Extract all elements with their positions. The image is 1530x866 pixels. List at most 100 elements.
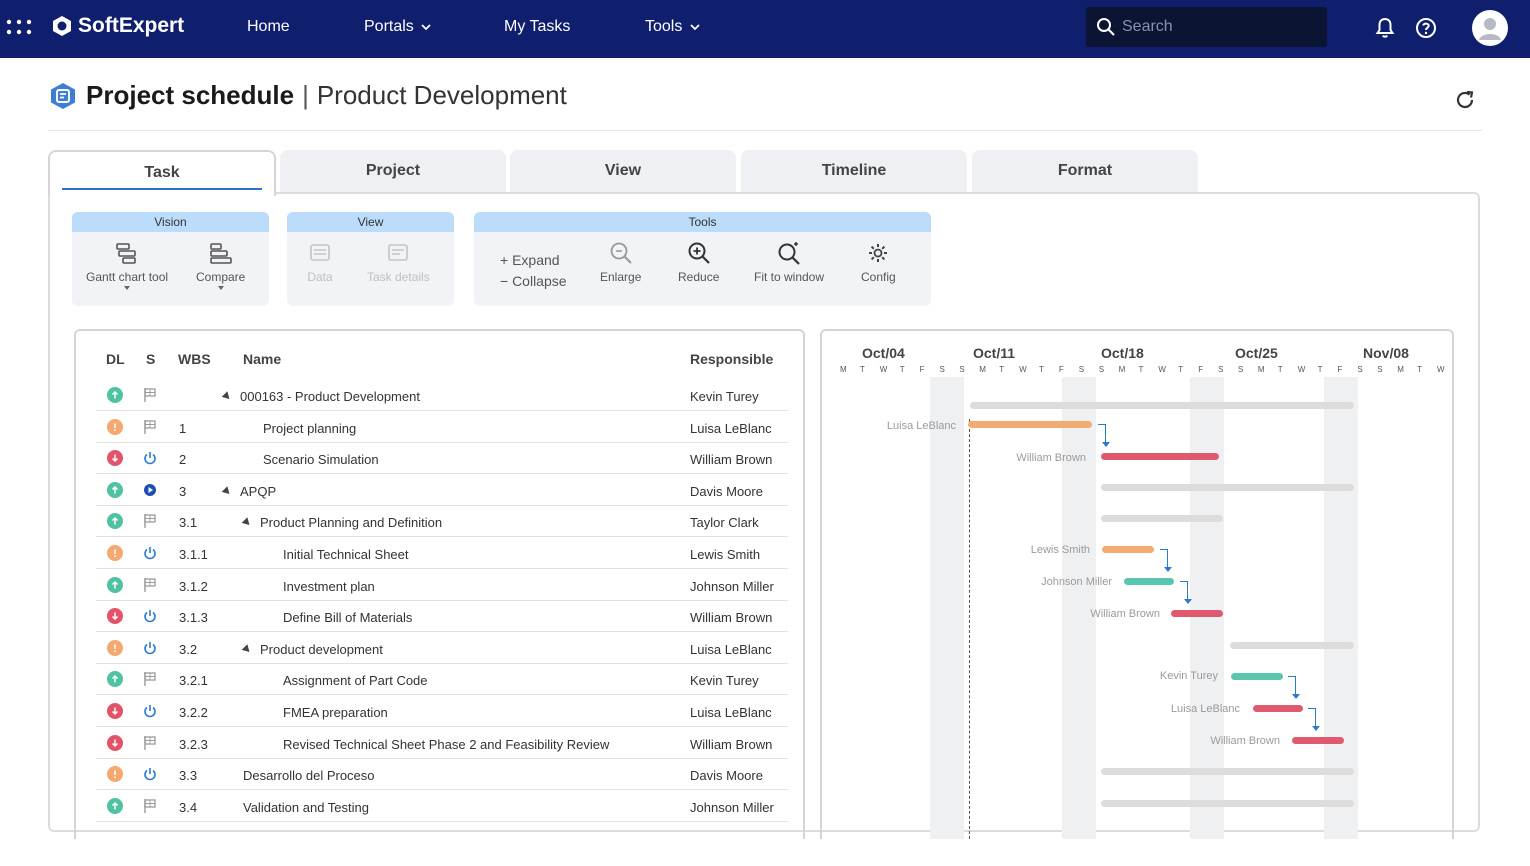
name-cell: FMEA preparation — [283, 705, 388, 720]
user-avatar[interactable] — [1472, 10, 1508, 46]
data-label: Data — [307, 270, 333, 284]
config-button[interactable]: Config — [861, 240, 896, 284]
gantt-bar-summary[interactable] — [1230, 642, 1354, 649]
deadline-status-icon — [107, 671, 123, 688]
task-name[interactable]: Project planning — [263, 420, 357, 436]
data-button[interactable]: Data — [307, 240, 333, 284]
refresh-icon[interactable] — [1453, 88, 1477, 112]
day-letter: T — [1277, 365, 1283, 374]
tab-project[interactable]: Project — [280, 150, 506, 192]
title-separator: | — [302, 80, 309, 110]
brand-logo[interactable]: SoftExpert — [50, 14, 184, 38]
table-row[interactable]: 3.2.3 Revised Technical Sheet Phase 2 and… — [96, 728, 788, 759]
enlarge-button[interactable]: Enlarge — [600, 240, 641, 284]
table-row[interactable]: 3.2 Product development Luisa LeBlanc — [96, 633, 788, 664]
responsible-cell: Luisa LeBlanc — [690, 641, 772, 657]
gear-icon — [869, 244, 888, 262]
reduce-button[interactable]: Reduce — [678, 240, 719, 284]
table-row[interactable]: 3.1 Product Planning and Definition Taylor… — [96, 506, 788, 538]
day-letter: W — [1158, 365, 1166, 374]
column-header-wbs[interactable]: WBS — [178, 351, 211, 367]
gantt-bar-task[interactable] — [1124, 578, 1174, 585]
apps-grid-icon[interactable] — [6, 18, 32, 38]
nav-tools[interactable]: Tools — [645, 18, 700, 36]
expand-button[interactable]: + Expand — [500, 252, 560, 268]
table-row[interactable]: 3.1.1 Initial Technical Sheet Lewis Smith — [96, 538, 788, 569]
task-name[interactable]: Assignment of Part Code — [283, 673, 428, 689]
gantt-bar-task[interactable] — [1231, 673, 1283, 680]
tab-timeline[interactable]: Timeline — [741, 150, 967, 192]
table-row[interactable]: 000163 - Product Development Kevin Turey — [96, 380, 788, 411]
day-letter: S — [1377, 365, 1383, 374]
table-row[interactable]: 1 Project planning Luisa LeBlanc — [96, 412, 788, 443]
task-name[interactable]: Desarrollo del Proceso — [243, 768, 375, 784]
expand-toggle-icon[interactable] — [221, 485, 233, 497]
nav-home[interactable]: Home — [247, 18, 290, 35]
expand-toggle-icon[interactable] — [221, 391, 233, 402]
task-name[interactable]: Investment plan — [283, 578, 375, 594]
expand-collapse-controls: + Expand − Collapse — [500, 250, 567, 292]
deadline-status-icon — [107, 608, 123, 625]
gantt-bar-summary[interactable] — [1101, 768, 1354, 775]
fit-to-window-icon — [778, 242, 800, 265]
gantt-chart-tool-button[interactable]: Gantt chart tool — [86, 240, 168, 290]
column-header-status[interactable]: S — [146, 351, 156, 367]
task-name[interactable]: APQP — [240, 483, 277, 499]
column-header-responsible[interactable]: Responsible — [690, 351, 774, 367]
task-name[interactable]: 000163 - Product Development — [240, 389, 420, 404]
tab-task[interactable]: Task — [48, 150, 276, 196]
collapse-button[interactable]: − Collapse — [500, 273, 567, 289]
name-cell: APQP — [221, 483, 277, 499]
table-row[interactable]: 3.3 Desarrollo del Proceso Davis Moore — [96, 759, 788, 791]
task-name[interactable]: Product development — [260, 641, 383, 657]
gantt-bar-task[interactable] — [1101, 453, 1219, 460]
fit-to-window-button[interactable]: Fit to window — [754, 240, 824, 284]
gantt-bar-summary[interactable] — [1101, 800, 1354, 807]
task-details-label: Task details — [367, 270, 430, 284]
gantt-bar-task[interactable] — [968, 421, 1092, 428]
tab-content-panel — [48, 192, 1480, 832]
task-name[interactable]: Revised Technical Sheet Phase 2 and Feas… — [283, 736, 610, 752]
column-header-name[interactable]: Name — [243, 351, 282, 367]
task-details-button[interactable]: Task details — [367, 240, 430, 284]
table-row[interactable]: 3 APQP Davis Moore — [96, 475, 788, 506]
task-name[interactable]: FMEA preparation — [283, 705, 388, 720]
table-row[interactable]: 3.4 Validation and Testing Johnson Miller — [96, 791, 788, 822]
table-row[interactable]: 2 Scenario Simulation William Brown — [96, 443, 788, 475]
task-name[interactable]: Validation and Testing — [243, 799, 370, 815]
dependency-arrow — [1180, 581, 1192, 604]
search-input[interactable] — [1122, 15, 1317, 39]
gantt-bar-summary[interactable] — [970, 402, 1354, 409]
gantt-bar-summary[interactable] — [1101, 515, 1223, 522]
table-row[interactable]: 3.2.2 FMEA preparation Luisa LeBlanc — [96, 696, 788, 727]
expand-toggle-icon[interactable] — [241, 517, 253, 529]
caret-down-icon — [124, 286, 131, 290]
tab-view[interactable]: View — [510, 150, 736, 192]
responsible-cell: William Brown — [690, 736, 773, 752]
chevron-down-icon — [421, 24, 431, 31]
name-cell: Validation and Testing — [243, 800, 369, 815]
name-cell: Investment plan — [283, 579, 375, 594]
name-cell: Assignment of Part Code — [283, 673, 428, 688]
task-name[interactable]: Define Bill of Materials — [283, 610, 413, 626]
table-row[interactable]: 3.1.3 Define Bill of Materials William Bro… — [96, 601, 788, 633]
gantt-bar-task[interactable] — [1253, 705, 1303, 712]
task-name[interactable]: Initial Technical Sheet — [283, 547, 409, 562]
table-row[interactable]: 3.1.2 Investment plan Johnson Miller — [96, 570, 788, 601]
task-name[interactable]: Product Planning and Definition — [260, 515, 443, 531]
gantt-bar-label: William Brown — [1016, 452, 1086, 464]
task-name[interactable]: Scenario Simulation — [263, 452, 379, 468]
nav-portals[interactable]: Portals — [364, 18, 431, 36]
compare-button[interactable]: Compare — [196, 240, 245, 290]
column-header-dl[interactable]: DL — [106, 351, 125, 367]
gantt-bar-task[interactable] — [1171, 610, 1223, 617]
gantt-bar-task[interactable] — [1292, 737, 1344, 744]
help-icon[interactable] — [1414, 16, 1438, 40]
table-row[interactable]: 3.2.1 Assignment of Part Code Kevin Turey — [96, 664, 788, 696]
gantt-bar-summary[interactable] — [1101, 484, 1354, 491]
gantt-bar-task[interactable] — [1102, 546, 1154, 553]
tab-format[interactable]: Format — [972, 150, 1198, 192]
expand-toggle-icon[interactable] — [241, 643, 253, 655]
nav-my-tasks[interactable]: My Tasks — [504, 18, 571, 35]
bell-icon[interactable] — [1373, 16, 1397, 40]
